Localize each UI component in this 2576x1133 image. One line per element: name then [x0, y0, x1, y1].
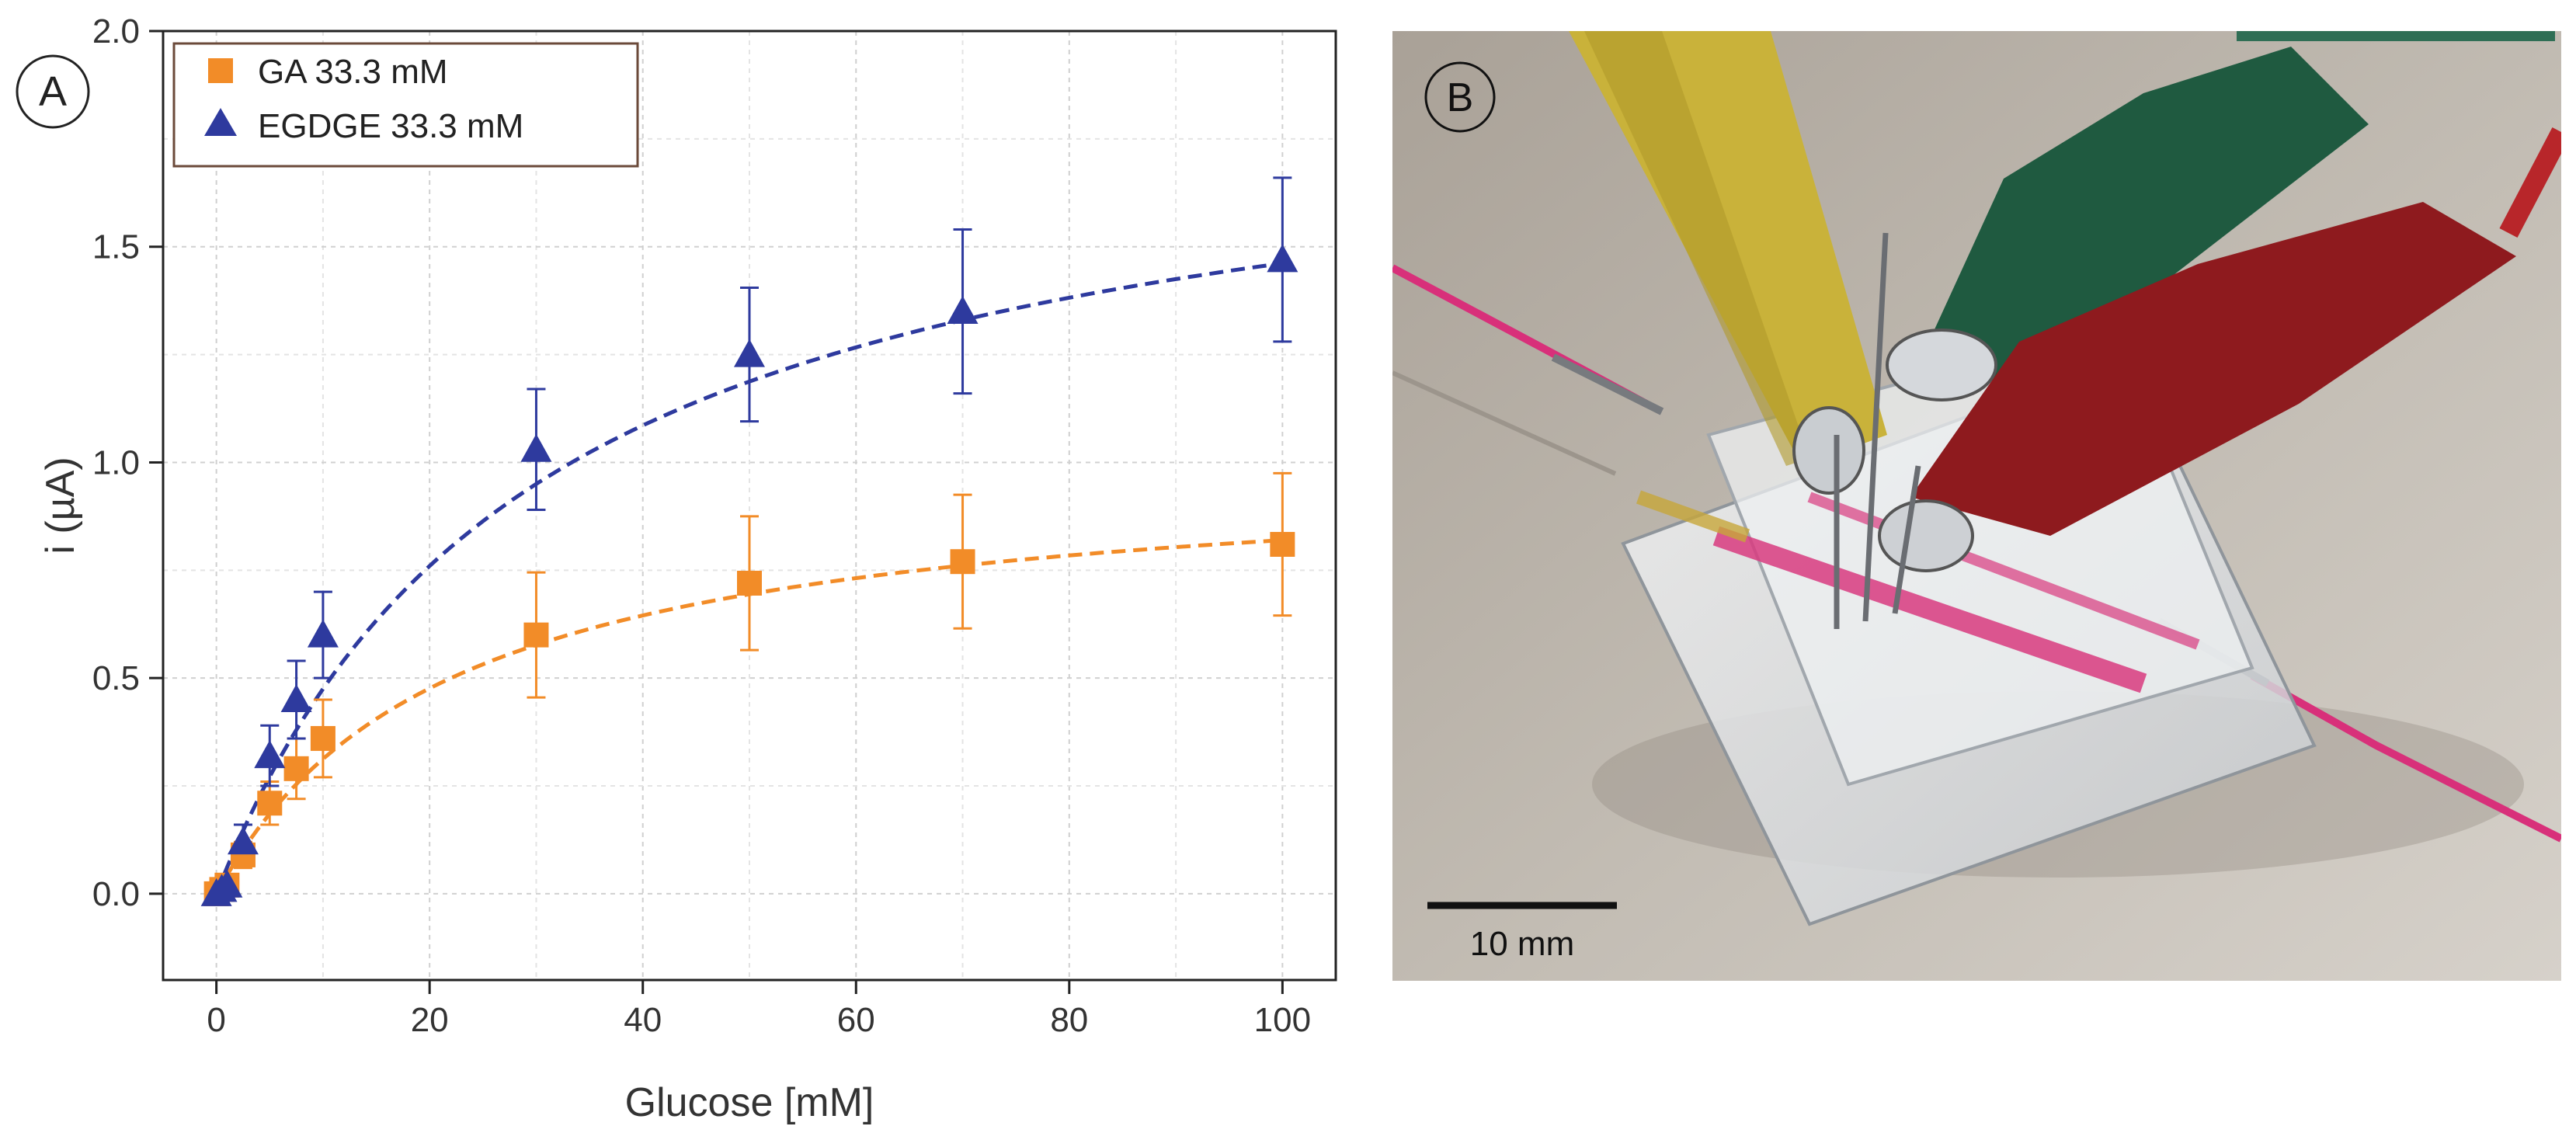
- marker-ga: [523, 622, 549, 648]
- legend-marker-ga: [208, 58, 233, 83]
- panel-b-label-circle: [1424, 61, 1496, 133]
- data-markers: [200, 244, 1298, 906]
- y-tick-label: 1.0: [92, 443, 140, 481]
- panel-b-photo: 10 mm B: [1392, 31, 2561, 981]
- marker-ga: [310, 725, 335, 751]
- clip-jaw-red: [1878, 499, 1974, 572]
- scale-bar-label: 10 mm: [1470, 925, 1574, 963]
- yellow-clip-shade: [1584, 31, 1809, 466]
- marker-egdge: [227, 826, 259, 855]
- x-axis-title: Glucose [mM]: [625, 1080, 874, 1125]
- grid-lines: [163, 30, 1336, 980]
- panel-a-label: A: [39, 68, 67, 115]
- red-clip: [1910, 202, 2516, 536]
- microchannel: [1712, 526, 2147, 693]
- electrode-strip: [1636, 490, 1750, 543]
- y-tick-label: 2.0: [92, 12, 140, 50]
- marker-egdge: [520, 433, 552, 462]
- marker-egdge: [211, 869, 243, 898]
- red-wire: [2499, 127, 2561, 238]
- axis-ticks: 0 20 40 60 80 100 0.0 0.5 1.0 1.5 2.0: [92, 12, 1311, 1039]
- marker-ga: [950, 549, 975, 575]
- marker-egdge: [254, 740, 286, 769]
- legend-label-egdge: EGDGE 33.3 mM: [258, 107, 523, 145]
- marker-egdge: [1267, 244, 1298, 273]
- marker-egdge: [734, 339, 765, 367]
- microchannel-2: [1807, 492, 2200, 650]
- marker-ga: [257, 791, 283, 816]
- x-tick-label: 80: [1050, 1001, 1088, 1039]
- x-tick-label: 0: [207, 1001, 225, 1039]
- clip-jaw-green: [1886, 328, 1997, 401]
- marker-egdge: [947, 296, 979, 325]
- marker-ga: [1270, 531, 1295, 557]
- panel-b-label: B: [1447, 75, 1474, 120]
- marker-egdge: [280, 683, 312, 712]
- y-tick-label: 1.5: [92, 228, 140, 266]
- x-tick-label: 100: [1254, 1001, 1311, 1039]
- legend-box: [172, 42, 639, 168]
- marker-ga: [283, 756, 309, 781]
- x-tick-label: 40: [624, 1001, 662, 1039]
- needle-left: [1551, 353, 1664, 415]
- panel-a-label-circle: [16, 54, 90, 129]
- y-tick-label: 0.5: [92, 659, 140, 697]
- green-clip: [1918, 47, 2369, 388]
- marker-egdge: [307, 619, 339, 648]
- legend: GA 33.3 mM EGDGE 33.3 mM: [172, 42, 639, 168]
- y-axis-title: i (µA): [38, 457, 83, 554]
- y-tick-label: 0.0: [92, 875, 140, 913]
- panel-a: A 0 20 40 60 80 100 0.0 0.5 1.0 1.5 2.0 Glucose [m…: [16, 12, 1337, 1125]
- clip-jaw-yellow: [1792, 406, 1865, 495]
- grey-wire: [1392, 370, 1617, 476]
- legend-label-ga: GA 33.3 mM: [258, 53, 448, 91]
- marker-ga: [737, 570, 762, 596]
- x-tick-label: 20: [411, 1001, 449, 1039]
- legend-marker-egdge: [204, 108, 237, 136]
- plot-frame: [162, 30, 1337, 982]
- x-tick-label: 60: [837, 1001, 875, 1039]
- electrode-wire-2: [1862, 232, 1889, 622]
- electrode-wire-3: [1892, 465, 1921, 614]
